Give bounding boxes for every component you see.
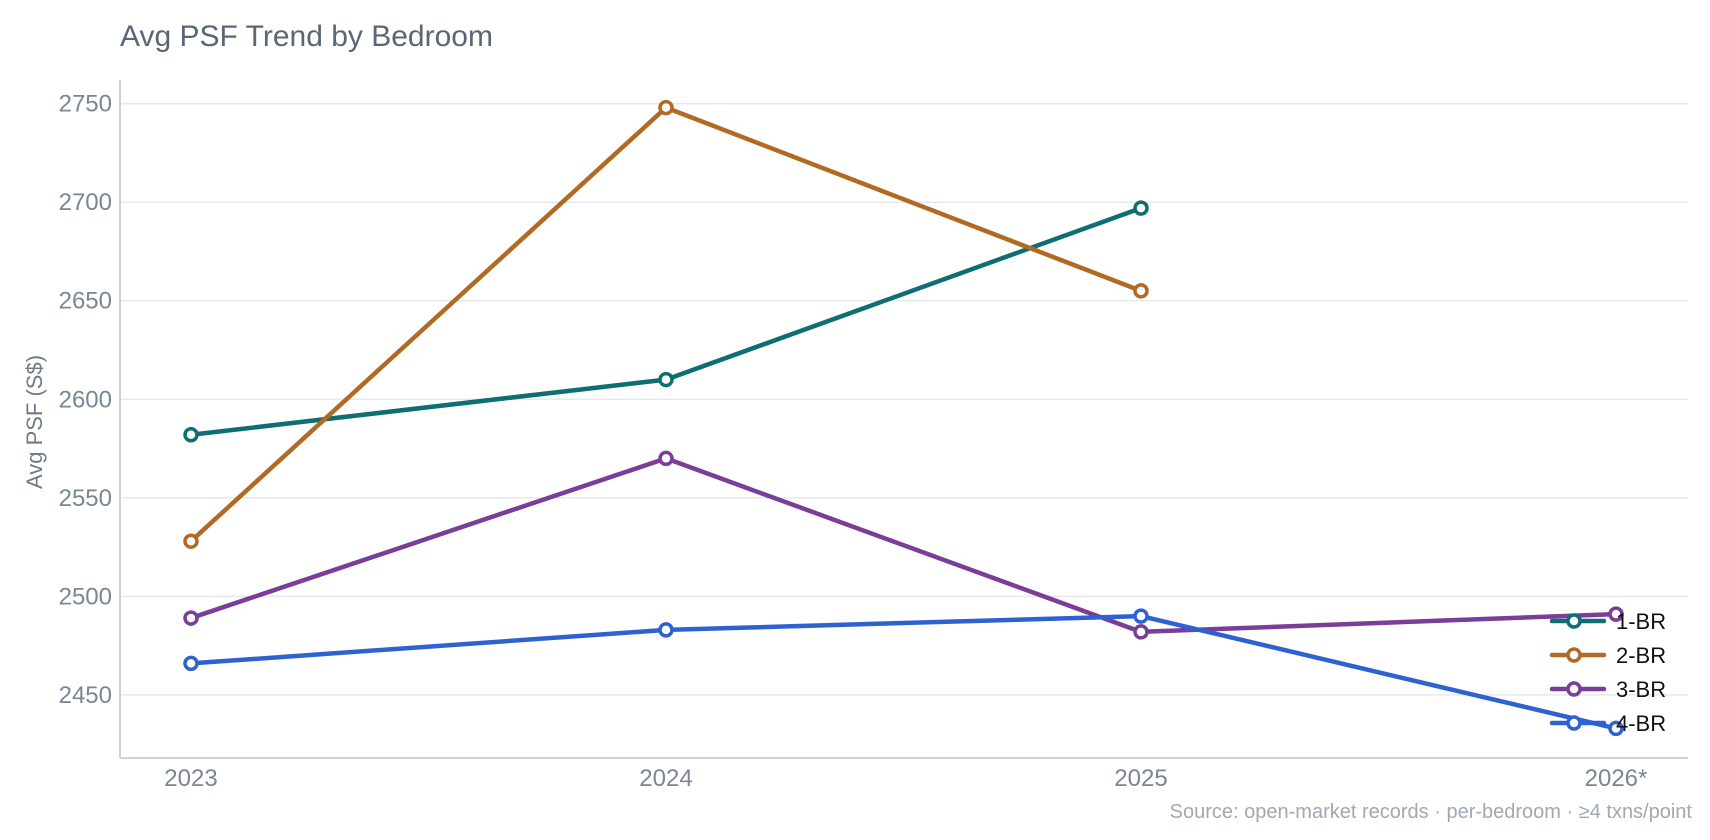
series-line <box>188 105 1144 544</box>
y-tick-label: 2700 <box>59 189 112 216</box>
series-layer <box>183 99 1624 737</box>
y-tick-label: 2550 <box>59 485 112 512</box>
legend-label: 4-BR <box>1616 711 1666 736</box>
x-tick-label: 2024 <box>639 765 692 792</box>
series-1-br <box>183 200 1149 443</box>
data-point <box>183 533 199 549</box>
data-point <box>1133 200 1149 216</box>
data-point <box>1133 608 1149 624</box>
legend-label: 3-BR <box>1616 677 1666 702</box>
series-line <box>188 205 1144 438</box>
data-point <box>1133 624 1149 640</box>
source-note: Source: open-market records · per-bedroo… <box>1170 801 1693 823</box>
series-line <box>188 456 1619 635</box>
data-point <box>658 622 674 638</box>
x-tick-label: 2025 <box>1114 765 1167 792</box>
series-2-br <box>183 99 1149 549</box>
legend-label: 2-BR <box>1616 643 1666 668</box>
y-axis-label: Avg PSF (S$) <box>22 355 47 489</box>
data-point <box>183 427 199 443</box>
y-tick-label: 2650 <box>59 288 112 315</box>
data-point <box>1608 606 1624 622</box>
series-3-br <box>183 450 1624 640</box>
data-point <box>658 99 674 116</box>
legend: 1-BR 2-BR 3-BR 4-BR <box>1549 609 1666 736</box>
data-point <box>1608 720 1624 737</box>
axes-layer: 2450 2500 2550 2600 2650 2700 2750 2023 2024 2025… <box>59 80 1688 792</box>
legend-item-4-br: 4-BR <box>1549 711 1666 736</box>
data-point <box>1133 283 1149 299</box>
chart-title: Avg PSF Trend by Bedroom <box>120 20 493 53</box>
series-line <box>188 613 1619 731</box>
data-point <box>183 610 199 626</box>
y-tick-label: 2600 <box>59 386 112 413</box>
legend-item-2-br: 2-BR <box>1549 643 1666 668</box>
data-point <box>658 450 674 467</box>
y-tick-label: 2750 <box>59 91 112 118</box>
series-4-br <box>183 608 1624 737</box>
grid-layer <box>120 102 1688 696</box>
x-tick-label: 2026* <box>1585 765 1648 792</box>
legend-swatch-point <box>1566 715 1582 731</box>
legend-swatch-point <box>1566 613 1582 629</box>
legend-swatch-point <box>1566 647 1582 663</box>
legend-swatch-point <box>1566 681 1582 697</box>
legend-label: 1-BR <box>1616 609 1666 634</box>
legend-item-3-br: 3-BR <box>1549 677 1666 702</box>
data-point <box>183 655 199 672</box>
data-point <box>658 371 674 388</box>
y-tick-label: 2450 <box>59 682 112 709</box>
y-tick-label: 2500 <box>59 583 112 610</box>
legend-item-1-br: 1-BR <box>1549 609 1666 634</box>
x-tick-label: 2023 <box>164 765 217 792</box>
